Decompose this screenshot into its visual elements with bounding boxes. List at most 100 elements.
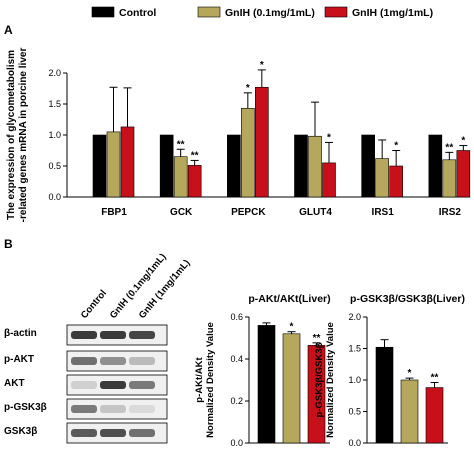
significance-mark: ** bbox=[313, 333, 321, 344]
blot-strip bbox=[66, 398, 168, 420]
significance-mark: * bbox=[327, 132, 331, 143]
y-tick-label: 0.6 bbox=[230, 312, 243, 322]
bar bbox=[255, 86, 269, 198]
y-axis-label: p-AKt/AKt bbox=[194, 356, 205, 402]
significance-mark: ** bbox=[431, 373, 439, 384]
legend-swatch bbox=[91, 6, 115, 18]
bar bbox=[456, 150, 471, 198]
significance-mark: ** bbox=[445, 142, 453, 153]
bar bbox=[92, 134, 107, 198]
bar bbox=[282, 333, 301, 444]
y-axis-label: Normalized Density Value bbox=[325, 322, 336, 438]
blot-row-label: p-GSK3β bbox=[4, 402, 47, 413]
x-tick-label: IRS2 bbox=[439, 207, 462, 218]
y-tick-label: 0.5 bbox=[48, 161, 61, 171]
blot-band bbox=[129, 429, 155, 437]
bar bbox=[375, 158, 389, 198]
blot-band bbox=[71, 405, 97, 413]
bar bbox=[294, 134, 308, 198]
x-tick-label: GCK bbox=[170, 207, 193, 218]
y-tick-label: 1.5 bbox=[48, 99, 61, 109]
blot-band bbox=[71, 381, 97, 389]
significance-mark: * bbox=[461, 136, 465, 147]
chart-title: p-AKt/AKt(Liver) bbox=[248, 293, 330, 305]
legend-label: GnIH (1mg/1mL) bbox=[352, 7, 433, 19]
bar bbox=[120, 126, 135, 198]
bar bbox=[375, 346, 394, 444]
legend-label: Control bbox=[119, 7, 156, 19]
y-tick-label: 1.5 bbox=[348, 344, 361, 354]
blot-row-label: β-actin bbox=[4, 328, 37, 339]
significance-mark: * bbox=[408, 368, 412, 379]
blot-band bbox=[129, 357, 155, 365]
y-axis-label: Normalized Density Value bbox=[205, 322, 216, 438]
bar bbox=[227, 134, 241, 198]
bar bbox=[442, 159, 457, 198]
bar bbox=[106, 131, 121, 198]
blot-band bbox=[100, 331, 126, 339]
lane-label: GnIH (1mg/1mL) bbox=[137, 258, 193, 321]
x-tick-label: FBP1 bbox=[101, 207, 127, 218]
significance-mark: * bbox=[246, 83, 250, 94]
blot-row-label: p-AKT bbox=[4, 354, 34, 365]
y-axis-label: -related genes mRNA in porcine liver bbox=[18, 48, 29, 223]
bar bbox=[322, 162, 336, 198]
bar bbox=[241, 108, 255, 198]
blot-band bbox=[71, 357, 97, 365]
lane-label: Control bbox=[79, 288, 109, 321]
chart-title: p-GSK3β/GSK3β(Liver) bbox=[350, 293, 465, 305]
blot-band bbox=[71, 429, 97, 437]
blot-row-label: AKT bbox=[4, 378, 25, 389]
blot-band bbox=[100, 405, 126, 413]
y-tick-label: 0.0 bbox=[348, 438, 361, 448]
legend-label: GnIH (0.1mg/1mL) bbox=[225, 7, 315, 19]
y-tick-label: 0.0 bbox=[48, 192, 61, 202]
x-tick-label: PEPCK bbox=[231, 207, 266, 218]
y-tick-label: 2.0 bbox=[48, 68, 61, 78]
bar bbox=[308, 135, 322, 198]
y-tick-label: 0.2 bbox=[230, 396, 243, 406]
blot-band bbox=[100, 357, 126, 365]
blot-row-label: GSK3β bbox=[4, 426, 37, 437]
significance-mark: ** bbox=[177, 139, 185, 150]
bar bbox=[159, 134, 174, 198]
legend-swatch bbox=[324, 6, 348, 18]
bar bbox=[361, 134, 375, 198]
legend-swatch bbox=[197, 6, 221, 18]
bar bbox=[173, 156, 188, 198]
x-tick-label: IRS1 bbox=[372, 207, 395, 218]
significance-mark: * bbox=[260, 60, 264, 71]
blot-strip bbox=[66, 350, 168, 372]
panel-b-label: B bbox=[4, 237, 13, 251]
bar bbox=[389, 165, 403, 198]
significance-mark: * bbox=[394, 141, 398, 152]
bar bbox=[425, 387, 444, 444]
bar bbox=[400, 379, 419, 444]
chart-b-gsk3b: 0.0 0.5 1.0 1.5 2.0 p-GSK3β/GSK3β Normalized D… bbox=[314, 293, 465, 448]
y-tick-label: 1.0 bbox=[348, 375, 361, 385]
y-tick-label: 0.4 bbox=[230, 354, 243, 364]
legend: Control GnIH (0.1mg/1mL) GnIH (1mg/1mL) bbox=[91, 6, 433, 19]
y-tick-label: 0.5 bbox=[348, 407, 361, 417]
blot-band bbox=[100, 429, 126, 437]
panel-a-label: A bbox=[4, 23, 13, 37]
significance-mark: ** bbox=[191, 150, 199, 161]
significance-mark: * bbox=[290, 322, 294, 333]
blot-band bbox=[129, 331, 155, 339]
y-tick-label: 2.0 bbox=[348, 312, 361, 322]
blot-band bbox=[129, 381, 155, 389]
bar bbox=[257, 325, 276, 444]
y-axis-label: The expression of glycometabolism bbox=[6, 50, 17, 220]
y-tick-label: 0.0 bbox=[230, 438, 243, 448]
blot-band bbox=[129, 405, 155, 413]
bar bbox=[187, 165, 202, 198]
chart-b-akt: 0.0 0.2 0.4 0.6 p-AKt/AKt Normalized Density … bbox=[194, 293, 331, 448]
y-axis-label: p-GSK3β/GSK3β bbox=[314, 342, 325, 417]
chart-a: 0.0 0.5 1.0 1.5 2.0 The expression of glycome… bbox=[6, 48, 471, 223]
blot-band bbox=[100, 381, 126, 389]
y-tick-label: 1.0 bbox=[48, 130, 61, 140]
bar bbox=[428, 134, 443, 198]
blot-band bbox=[71, 331, 97, 339]
x-tick-label: GLUT4 bbox=[299, 207, 332, 218]
